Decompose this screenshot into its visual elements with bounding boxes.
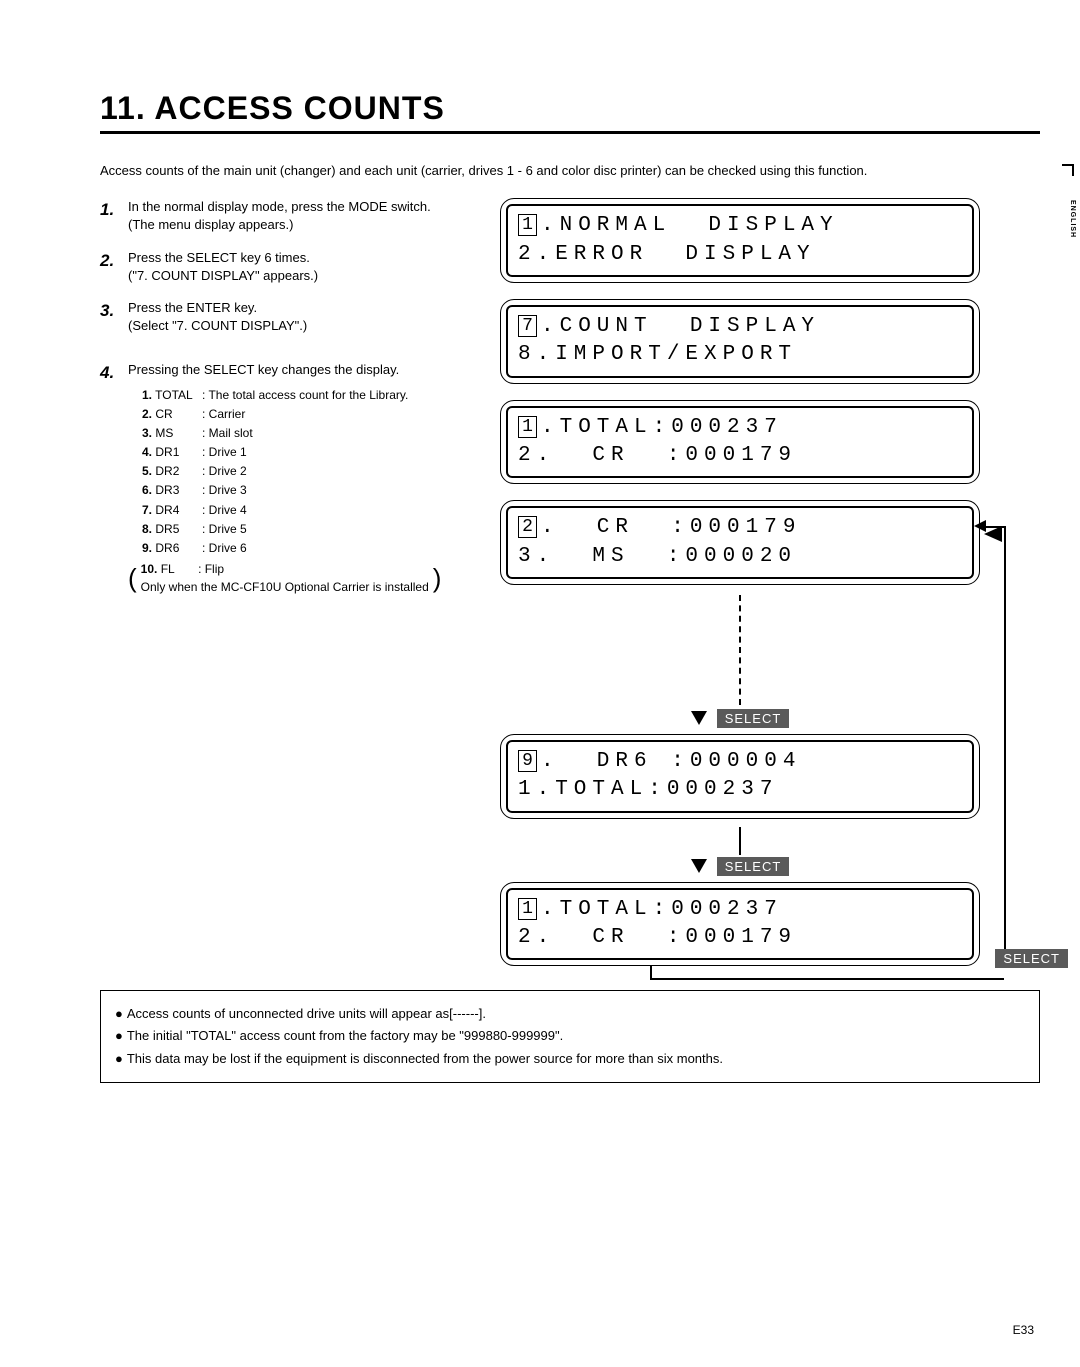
- lcd-display-2: 7.COUNT DISPLAY 8.IMPORT/EXPORT: [500, 299, 980, 384]
- select-label: SELECT: [717, 857, 790, 876]
- title-section: 11. ACCESS COUNTS: [100, 90, 1040, 134]
- step-3: 3 Press the ENTER key. (Select "7. COUNT…: [100, 299, 480, 335]
- list-item: 3. MS: Mail slot: [142, 424, 480, 443]
- lcd-display-1: 1.NORMAL DISPLAY 2.ERROR DISPLAY: [500, 198, 980, 283]
- flow-arrow-1: SELECT: [500, 591, 980, 728]
- step-number: 2: [100, 249, 128, 285]
- list-item: 8. DR5: Drive 5: [142, 520, 480, 539]
- page-title: 11. ACCESS COUNTS: [100, 90, 1040, 127]
- return-line-bottom: [650, 978, 1004, 980]
- lcd-display-6: 1.TOTAL:000237 2. CR :000179: [500, 882, 980, 967]
- lcd-display-3: 1.TOTAL:000237 2. CR :000179: [500, 400, 980, 485]
- step-subtext: (Select "7. COUNT DISPLAY".): [128, 318, 307, 333]
- note-text: The initial "TOTAL" access count from th…: [127, 1028, 563, 1043]
- list-item: 6. DR3: Drive 3: [142, 481, 480, 500]
- page-number: E33: [1013, 1323, 1034, 1337]
- step-subtext: (The menu display appears.): [128, 217, 293, 232]
- step-text: Pressing the SELECT key changes the disp…: [128, 362, 399, 377]
- note-box: ●Access counts of unconnected drive unit…: [100, 990, 1040, 1082]
- step-4: 4 Pressing the SELECT key changes the di…: [100, 361, 480, 596]
- step-number: 1: [100, 198, 128, 234]
- arrow-down-icon: [691, 859, 707, 873]
- list-item: 2. CR: Carrier: [142, 405, 480, 424]
- arrow-down-icon: [691, 711, 707, 725]
- list-item: 1. TOTAL: The total access count for the…: [142, 386, 480, 405]
- list-item: 5. DR2: Drive 2: [142, 462, 480, 481]
- corner-mark: [1062, 164, 1074, 176]
- flip-note: ( 10. FL : Flip Only when the MC-CF10U O…: [128, 560, 480, 596]
- list-item: 7. DR4: Drive 4: [142, 501, 480, 520]
- list-item: 9. DR6: Drive 6: [142, 539, 480, 558]
- step-subtext: ("7. COUNT DISPLAY" appears.): [128, 268, 318, 283]
- flow-arrow-2: SELECT: [500, 825, 980, 876]
- step-1: 1 In the normal display mode, press the …: [100, 198, 480, 234]
- return-arrow-path: [980, 526, 1028, 965]
- lcd-display-5: 9. DR6 :000004 1.TOTAL:000237: [500, 734, 980, 819]
- step-text: Press the SELECT key 6 times.: [128, 250, 310, 265]
- step-number: 4: [100, 361, 128, 596]
- display-items-list: 1. TOTAL: The total access count for the…: [142, 386, 480, 559]
- step-number: 3: [100, 299, 128, 335]
- select-label: SELECT: [995, 949, 1068, 968]
- lcd-display-4: 2. CR :000179 3. MS :000020: [500, 500, 980, 585]
- step-2: 2 Press the SELECT key 6 times. ("7. COU…: [100, 249, 480, 285]
- note-text: This data may be lost if the equipment i…: [127, 1051, 723, 1066]
- return-line-drop: [650, 966, 652, 980]
- intro-text: Access counts of the main unit (changer)…: [100, 162, 1040, 180]
- list-item: 4. DR1: Drive 1: [142, 443, 480, 462]
- instructions-column: 1 In the normal display mode, press the …: [100, 198, 480, 966]
- language-tab: ENGLISH: [1069, 200, 1076, 238]
- display-column: 1.NORMAL DISPLAY 2.ERROR DISPLAY 7.COUNT…: [500, 198, 980, 966]
- note-text: Access counts of unconnected drive units…: [127, 1006, 486, 1021]
- step-text: In the normal display mode, press the MO…: [128, 199, 431, 214]
- step-text: Press the ENTER key.: [128, 300, 257, 315]
- content-row: 1 In the normal display mode, press the …: [100, 198, 1040, 966]
- select-label: SELECT: [717, 709, 790, 728]
